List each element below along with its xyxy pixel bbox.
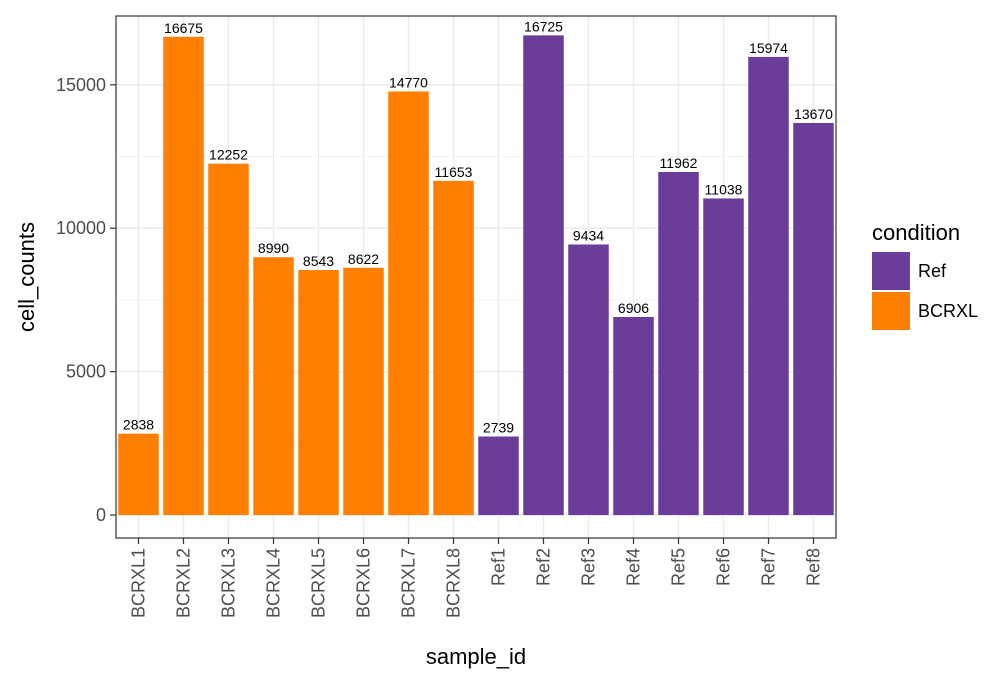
legend-swatch-BCRXL <box>872 292 910 330</box>
data-label-BCRXL5: 8543 <box>303 253 334 269</box>
x-tick-label-Ref7: Ref7 <box>759 548 779 586</box>
x-tick-label-BCRXL2: BCRXL2 <box>174 548 194 618</box>
bar-BCRXL3 <box>208 163 249 516</box>
bar-Ref5 <box>658 171 699 516</box>
y-tick-label: 15000 <box>56 75 106 95</box>
data-label-BCRXL6: 8622 <box>348 251 379 267</box>
x-tick-label-Ref8: Ref8 <box>804 548 824 586</box>
bar-Ref3 <box>568 244 609 516</box>
bar-BCRXL4 <box>253 257 294 516</box>
x-tick-label-BCRXL4: BCRXL4 <box>264 548 284 618</box>
bar-BCRXL7 <box>388 91 429 516</box>
bar-Ref1 <box>478 436 519 516</box>
legend-label-BCRXL: BCRXL <box>918 301 978 321</box>
x-tick-label-Ref5: Ref5 <box>669 548 689 586</box>
x-tick-label-BCRXL3: BCRXL3 <box>219 548 239 618</box>
x-tick-label-Ref2: Ref2 <box>534 548 554 586</box>
legend-swatch-Ref <box>872 252 910 290</box>
data-label-BCRXL1: 2838 <box>123 417 154 433</box>
bar-Ref2 <box>523 35 564 516</box>
bars <box>118 35 834 516</box>
y-tick-label: 0 <box>96 505 106 525</box>
y-tick-label: 10000 <box>56 218 106 238</box>
x-tick-label-Ref4: Ref4 <box>624 548 644 586</box>
data-label-Ref6: 11038 <box>705 181 743 197</box>
legend: condition Ref BCRXL <box>872 220 978 330</box>
data-label-Ref1: 2739 <box>483 419 514 435</box>
y-axis: 0 5000 10000 15000 <box>56 75 116 525</box>
bar-Ref4 <box>613 316 654 516</box>
x-tick-label-Ref6: Ref6 <box>714 548 734 586</box>
x-axis: BCRXL1 BCRXL2 BCRXL3 BCRXL4 BCRXL5 BCRXL6 BCRX… <box>129 538 824 618</box>
bar-BCRXL8 <box>433 180 474 516</box>
x-tick-label-Ref1: Ref1 <box>489 548 509 586</box>
x-tick-label-BCRXL1: BCRXL1 <box>129 548 149 618</box>
bar-BCRXL6 <box>343 267 384 516</box>
data-labels: 2838 16675 12252 8990 8543 8622 14770 11653 2739… <box>123 18 833 435</box>
plot-border <box>115 15 837 539</box>
legend-title: condition <box>872 220 960 245</box>
data-label-Ref5: 11962 <box>660 155 698 171</box>
y-tick-label: 5000 <box>66 362 106 382</box>
bar-BCRXL1 <box>118 433 159 516</box>
x-tick-label-BCRXL8: BCRXL8 <box>444 548 464 618</box>
data-label-BCRXL3: 12252 <box>209 147 248 163</box>
bar-Ref7 <box>748 56 789 516</box>
x-tick-label-BCRXL7: BCRXL7 <box>399 548 419 618</box>
data-label-BCRXL4: 8990 <box>258 240 289 256</box>
data-label-BCRXL8: 11653 <box>435 164 473 180</box>
data-label-Ref3: 9434 <box>573 227 604 243</box>
data-label-Ref8: 13670 <box>794 106 833 122</box>
data-label-Ref4: 6906 <box>618 300 649 316</box>
legend-label-Ref: Ref <box>918 261 947 281</box>
bar-BCRXL2 <box>163 36 204 516</box>
data-label-BCRXL2: 16675 <box>164 20 203 36</box>
x-tick-label-Ref3: Ref3 <box>579 548 599 586</box>
bar-Ref6 <box>703 198 744 516</box>
x-tick-label-BCRXL5: BCRXL5 <box>309 548 329 618</box>
bar-Ref8 <box>793 122 834 516</box>
data-label-BCRXL7: 14770 <box>389 74 428 90</box>
y-axis-title: cell_counts <box>14 222 39 332</box>
x-tick-label-BCRXL6: BCRXL6 <box>354 548 374 618</box>
data-label-Ref7: 15974 <box>749 40 788 56</box>
data-label-Ref2: 16725 <box>524 18 563 34</box>
bar-BCRXL5 <box>298 270 339 516</box>
x-axis-title: sample_id <box>426 644 526 669</box>
